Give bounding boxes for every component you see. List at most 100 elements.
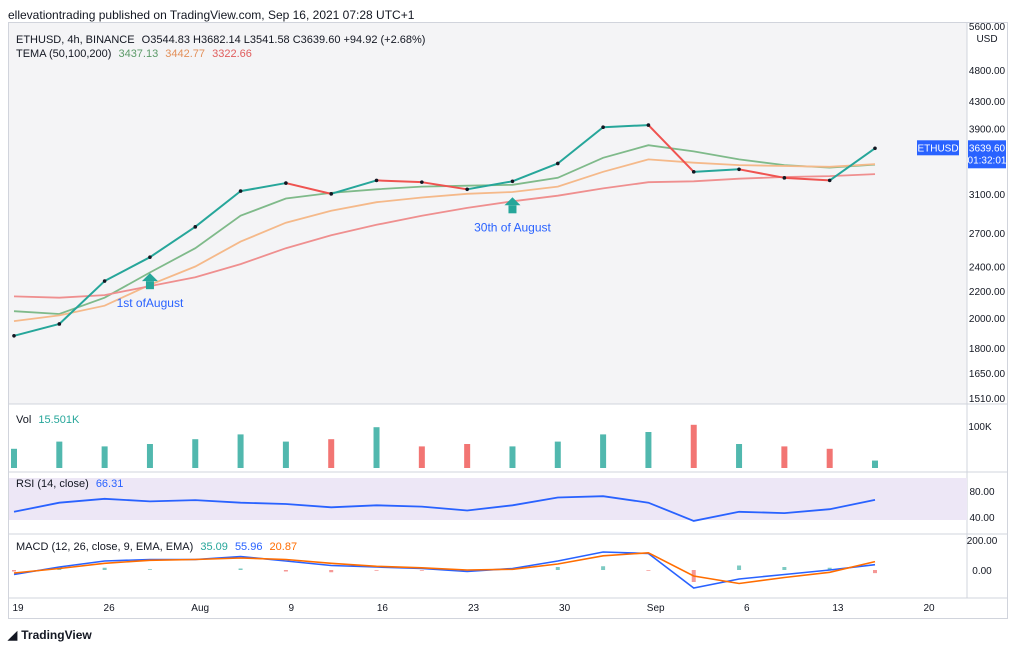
volume-bar — [11, 448, 17, 468]
macd-histogram-bar — [147, 569, 152, 570]
volume-label: Vol — [16, 414, 32, 426]
rsi-line — [13, 495, 876, 522]
volume-legend: Vol 15.501K — [16, 414, 83, 426]
price-tick-label: 2400.00 — [969, 262, 1006, 273]
time-tick-label: Sep — [647, 603, 665, 614]
price-point — [555, 161, 560, 166]
macd-histogram-bar — [419, 570, 424, 571]
price-tick-label: 2200.00 — [969, 287, 1006, 298]
price-tick-label: 1510.00 — [969, 394, 1006, 405]
tema-100-line — [13, 158, 876, 322]
price-tick-label: 2000.00 — [969, 314, 1006, 325]
rsi-label: RSI (14, close) — [16, 478, 89, 490]
volume-bar — [418, 446, 425, 468]
volume-bar — [282, 441, 289, 468]
price-point — [737, 167, 741, 172]
symbol-tag-label: ETHUSD — [917, 143, 958, 154]
time-tick-label: 9 — [289, 603, 295, 614]
price-segment — [376, 179, 422, 184]
volume-tick-label: 100K — [968, 422, 992, 433]
main-pane-bg — [9, 23, 967, 404]
price-tick-label: 4300.00 — [969, 97, 1006, 108]
countdown-label: 01:32:01 — [968, 155, 1007, 166]
macd-histogram-bar — [329, 570, 334, 573]
volume-bar — [101, 446, 108, 468]
up-arrow-icon — [141, 273, 158, 282]
main-legend: ETHUSD, 4h, BINANCE O3544.83 H3682.14 L3… — [16, 34, 429, 46]
price-point — [691, 170, 696, 174]
price-segment — [421, 181, 468, 191]
price-segment — [104, 256, 151, 282]
price-point — [646, 123, 651, 127]
volume-bar — [826, 448, 833, 468]
price-tick-label: 1650.00 — [969, 369, 1006, 380]
volume-bar — [328, 439, 335, 468]
currency-label: USD — [976, 34, 997, 45]
price-point — [238, 189, 243, 193]
price-tick-label: 3100.00 — [969, 190, 1006, 201]
price-segment — [240, 182, 287, 193]
price-point — [329, 192, 334, 196]
price-tick-label: 5600.00 — [969, 22, 1006, 33]
price-segment — [603, 124, 649, 129]
annotation-label: 1st ofAugust — [117, 296, 184, 310]
tema-legend: TEMA (50,100,200) 3437.13 3442.77 3322.6… — [16, 48, 256, 60]
macd-legend: MACD (12, 26, close, 9, EMA, EMA) 35.09 … — [16, 541, 301, 553]
macd-histogram-bar — [646, 570, 651, 571]
volume-bar — [146, 444, 153, 468]
price-segment — [512, 162, 559, 183]
rsi-tick-label: 80.00 — [969, 487, 994, 498]
tema-200-line — [13, 173, 876, 299]
price-segment — [194, 190, 242, 228]
price-point — [465, 187, 469, 192]
macd-tick-label: 0.00 — [972, 566, 992, 577]
macd-hist-value: 35.09 — [200, 541, 228, 553]
volume-value: 15.501K — [38, 414, 80, 426]
chart-frame — [8, 22, 1008, 619]
price-segment — [149, 225, 196, 259]
price-point — [193, 225, 198, 229]
macd-histogram-bar — [737, 565, 742, 570]
macd-signal-line — [13, 551, 876, 585]
macd-histogram-bar — [827, 567, 832, 570]
volume-bar — [237, 434, 244, 468]
price-segment — [738, 168, 785, 179]
tema-label: TEMA (50,100,200) — [16, 48, 112, 60]
macd-histogram-bar — [374, 570, 379, 571]
time-tick-label: 23 — [468, 603, 480, 614]
macd-histogram-bar — [102, 567, 107, 570]
ohlc-values: O3544.83 H3682.14 L3541.58 C3639.60 +94.… — [141, 34, 426, 46]
rsi-legend: RSI (14, close) 66.31 — [16, 478, 127, 490]
tema-50-value: 3437.13 — [118, 48, 159, 60]
price-segment — [466, 180, 513, 191]
macd-tick-label: 200.00 — [967, 536, 998, 547]
price-point — [601, 125, 605, 130]
macd-histogram-bar — [555, 567, 560, 570]
tema-100-value: 3442.77 — [165, 48, 206, 60]
price-tick-label: 4800.00 — [969, 66, 1006, 77]
up-arrow-shaft — [145, 281, 154, 290]
last-price-tag-bg — [968, 140, 1006, 169]
volume-bar — [645, 432, 652, 468]
publisher-line: ellevationtrading published on TradingVi… — [8, 8, 415, 22]
macd-histogram-bar — [782, 567, 787, 570]
price-segment — [58, 280, 106, 325]
macd-line-value: 55.96 — [234, 541, 263, 553]
price-point — [420, 180, 424, 184]
up-arrow-icon — [504, 197, 521, 206]
rsi-tick-label: 40.00 — [969, 513, 994, 524]
volume-bar — [872, 460, 878, 468]
volume-bar — [690, 424, 697, 468]
macd-histogram-bar — [12, 570, 16, 572]
symbol-tag-bg — [917, 140, 959, 156]
time-tick-label: 19 — [12, 603, 24, 614]
tradingview-logo: ◢ TradingView — [8, 628, 92, 642]
volume-bar — [56, 441, 63, 468]
rsi-value: 66.31 — [95, 478, 124, 490]
price-tick-label: 3900.00 — [969, 125, 1006, 136]
price-point — [873, 146, 877, 151]
price-segment — [647, 124, 695, 173]
price-segment — [285, 182, 332, 195]
price-tick-label: 2700.00 — [969, 229, 1006, 240]
